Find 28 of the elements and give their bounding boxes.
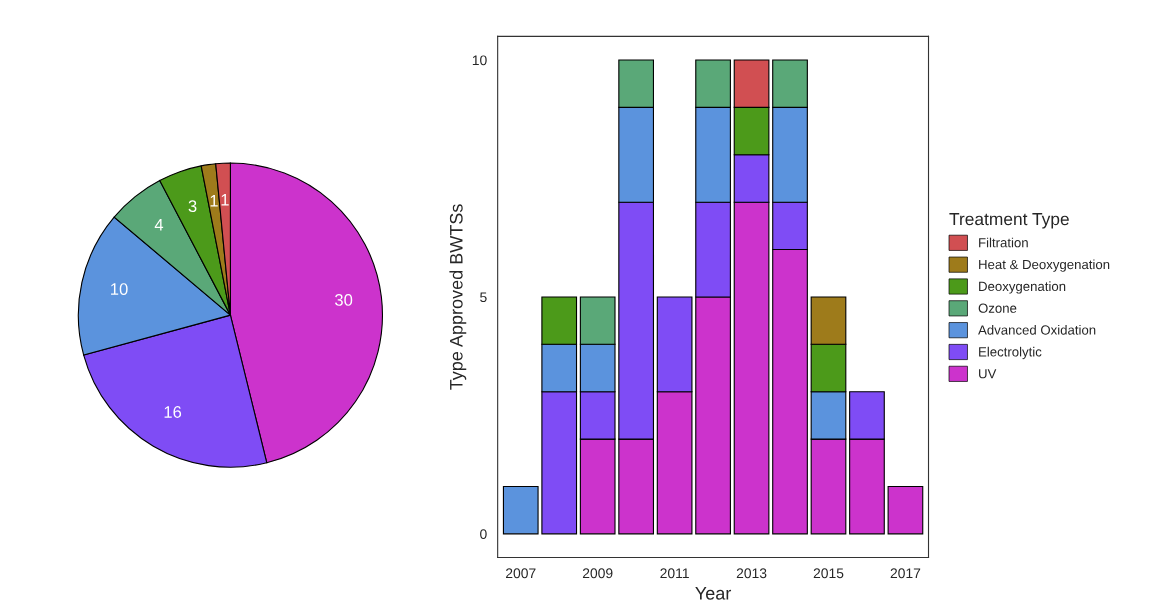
x-axis-title: Year (695, 587, 732, 600)
data-label: 4 (154, 219, 164, 231)
x-tick-label: 2009 (582, 568, 613, 579)
y-tick-label: 10 (472, 55, 487, 66)
bar (887, 485, 924, 535)
legend-label: Filtration (979, 237, 1028, 248)
x-tick-label: 2007 (506, 568, 536, 579)
legend-label: Ozone (978, 303, 1017, 313)
legend-label: Heat & Deoxygenation (979, 259, 1110, 272)
x-tick-label: 2013 (736, 568, 767, 579)
legend-label: Advanced Oxidation (978, 324, 1096, 335)
data-label: 16 (164, 406, 182, 418)
legend-title: Treatment Type (949, 213, 1069, 229)
y-tick-label: 0 (480, 529, 487, 539)
x-tick-label: 2011 (660, 568, 689, 579)
data-label: 3 (188, 200, 197, 213)
x-tick-label: 2015 (813, 568, 844, 579)
legend-label: Electrolytic (979, 346, 1042, 360)
y-axis-title: Type Approved BWTSs (449, 204, 467, 390)
y-tick-label: 5 (480, 292, 487, 303)
bar (502, 485, 539, 535)
legend-label: Deoxygenation (979, 281, 1066, 294)
legend-label: UV (979, 369, 997, 379)
data-label: 1 (210, 195, 218, 207)
data-label: 30 (334, 294, 353, 306)
x-tick-label: 2017 (890, 568, 921, 579)
data-label: 1 (221, 194, 229, 206)
data-label: 10 (111, 283, 128, 295)
